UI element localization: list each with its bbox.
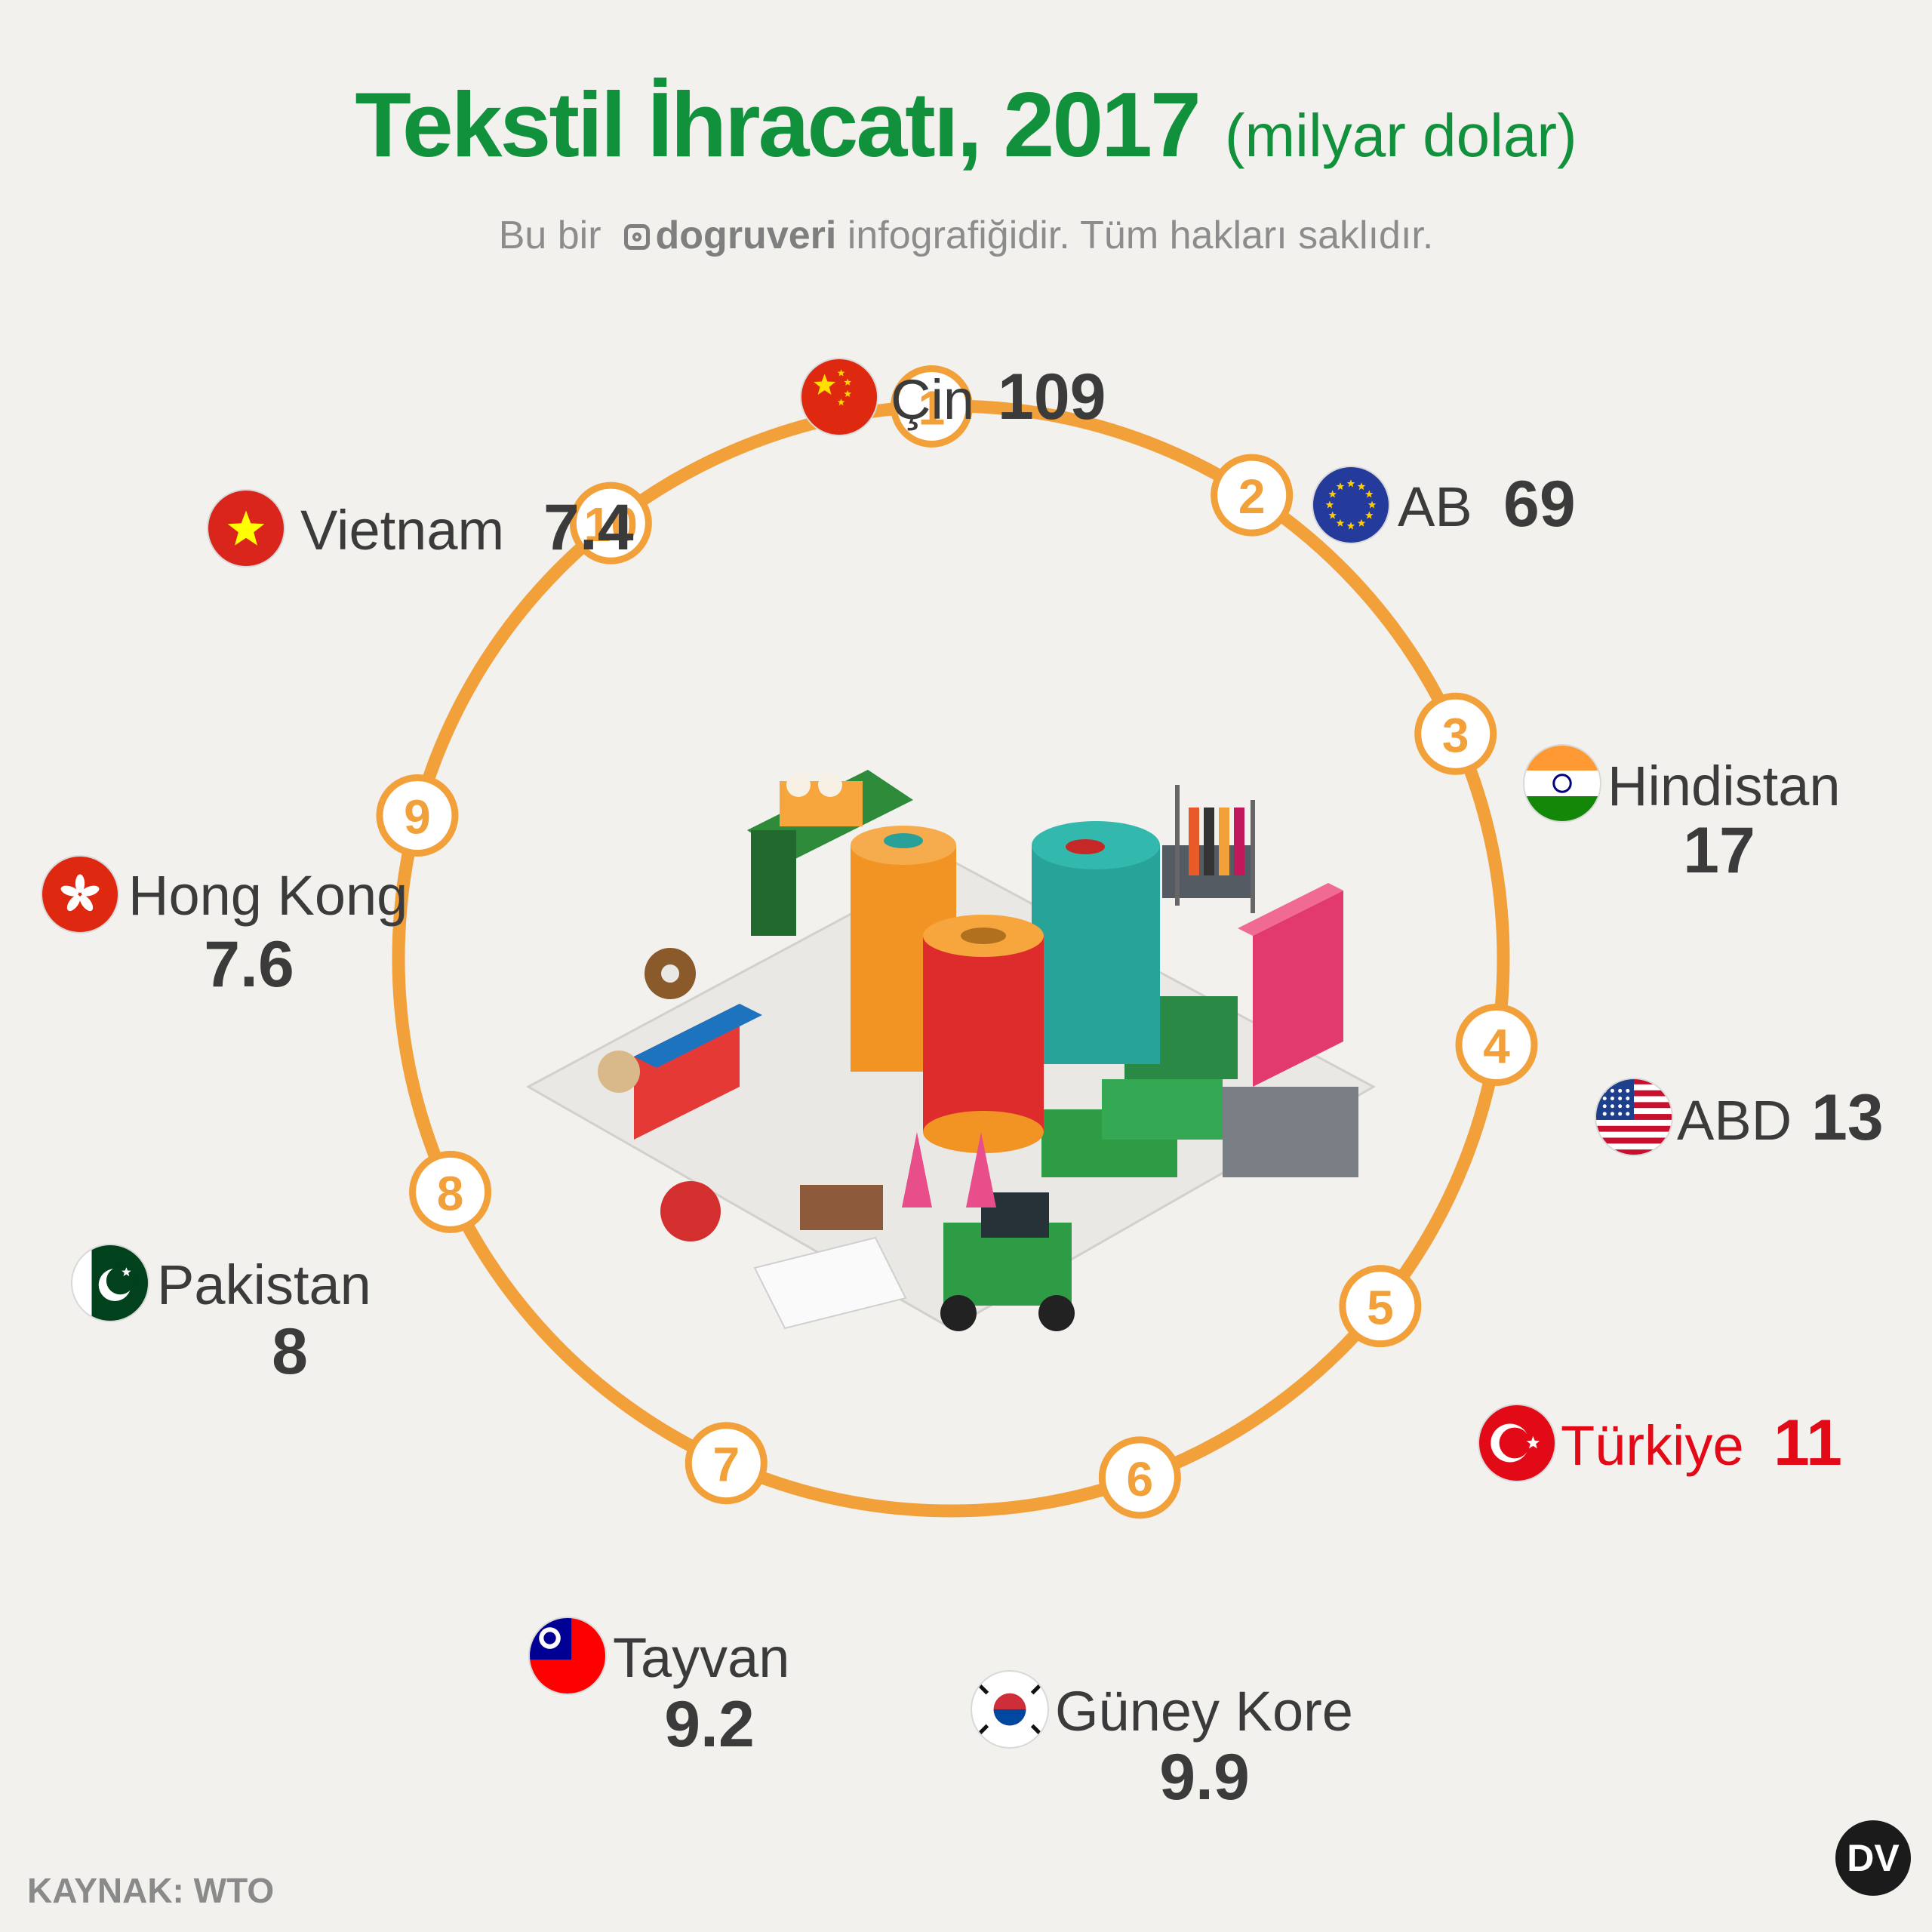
country-name-label: AB — [1398, 475, 1472, 538]
rank-number: 7 — [712, 1438, 740, 1492]
rank-number: 4 — [1483, 1020, 1510, 1074]
rank-badge-9: 9 — [376, 774, 459, 857]
south-korea-flag-icon — [971, 1670, 1049, 1749]
export-value-label: 17 — [1683, 814, 1755, 887]
chart-unit: (milyar dolar) — [1224, 102, 1577, 169]
rank-badge-3: 3 — [1414, 692, 1497, 775]
export-value-label: 9.9 — [1159, 1741, 1250, 1814]
rank-badge-1: 1 — [890, 365, 973, 448]
rank-badge-10: 10 — [569, 481, 652, 565]
title-row: Tekstil İhracatı, 2017 (milyar dolar) — [0, 72, 1932, 177]
export-value-label: 69 — [1503, 468, 1576, 540]
hong-kong-flag-icon — [41, 855, 119, 934]
rank-badge-8: 8 — [409, 1150, 492, 1233]
rank-number: 1 — [918, 380, 946, 435]
instagram-icon — [623, 224, 650, 250]
rank-number: 10 — [584, 497, 638, 552]
country-name-label: Vietnam — [300, 499, 504, 561]
export-value-label: 8 — [272, 1315, 308, 1388]
export-value-label: 11 — [1774, 1407, 1842, 1479]
country-name-label: Hindistan — [1607, 755, 1841, 817]
credit-prefix: Bu bir — [498, 214, 601, 257]
country-name-label: Tayvan — [613, 1626, 789, 1689]
rank-badge-4: 4 — [1455, 1004, 1538, 1087]
chart-title: Tekstil İhracatı, 2017 — [355, 73, 1201, 176]
turkey-flag-icon — [1478, 1404, 1556, 1482]
rank-badge-6: 6 — [1098, 1436, 1181, 1519]
country-name-label: Çin — [891, 368, 974, 431]
pakistan-flag-icon — [71, 1244, 149, 1322]
eu-flag-icon — [1312, 466, 1390, 544]
rank-number: 3 — [1442, 708, 1469, 762]
textile-factory-illustration — [525, 770, 1377, 1331]
export-value-label: 7.6 — [204, 928, 294, 1001]
credit-brand: dogruveri — [655, 214, 837, 257]
rank-number: 5 — [1367, 1281, 1394, 1335]
export-value-label: 13 — [1811, 1081, 1884, 1154]
country-name-label: Pakistan — [157, 1254, 371, 1316]
rank-number: 2 — [1238, 469, 1266, 524]
vietnam-flag-icon — [207, 489, 285, 568]
export-value-label: 109 — [998, 361, 1106, 433]
export-value-label: 7.4 — [543, 491, 634, 564]
country-name-label: Güney Kore — [1055, 1680, 1353, 1743]
dogruveri-logo: DV — [1835, 1820, 1911, 1896]
india-flag-icon — [1523, 744, 1601, 823]
taiwan-flag-icon — [528, 1617, 607, 1695]
country-name-label: ABD — [1677, 1089, 1792, 1152]
credit-line: Bu bir dogruveri infografiğidir. Tüm hakl… — [0, 213, 1932, 258]
china-flag-icon — [800, 358, 878, 436]
rank-badge-2: 2 — [1211, 454, 1294, 537]
rank-number: 9 — [404, 790, 431, 844]
source-note: KAYNAK: WTO — [27, 1871, 275, 1910]
rank-number: 8 — [437, 1166, 464, 1220]
rank-badge-7: 7 — [685, 1422, 768, 1505]
rank-badge-5: 5 — [1339, 1265, 1422, 1348]
usa-flag-icon — [1595, 1078, 1673, 1156]
export-value-label: 9.2 — [664, 1688, 755, 1761]
rank-number: 6 — [1127, 1452, 1154, 1506]
country-name-label: Hong Kong — [128, 864, 408, 927]
country-name-label: Türkiye — [1561, 1414, 1744, 1477]
credit-suffix: infografiğidir. Tüm hakları saklıdır. — [847, 214, 1434, 257]
